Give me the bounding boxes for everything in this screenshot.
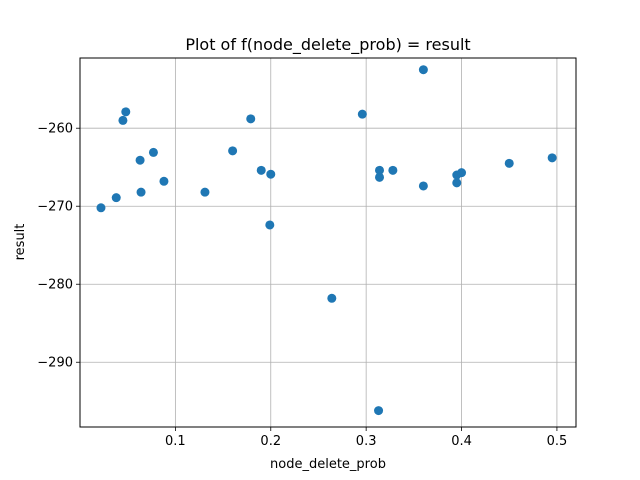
grid-lines: [80, 58, 576, 427]
chart-title: Plot of f(node_delete_prob) = result: [185, 35, 470, 55]
data-point: [111, 193, 121, 203]
x-tick-label: 0.3: [356, 434, 377, 449]
data-point: [375, 172, 385, 182]
y-tick-label: −290: [37, 356, 73, 371]
data-point: [228, 146, 238, 156]
y-axis-ticks: −290 −280 −270 −260: [37, 122, 80, 371]
plot-frame: [79, 57, 577, 428]
data-point: [327, 293, 337, 303]
data-point: [135, 155, 145, 165]
x-axis-label: node_delete_prob: [270, 457, 386, 472]
data-point: [357, 109, 367, 119]
data-points: [96, 65, 557, 416]
x-tick-label: 0.1: [165, 434, 186, 449]
data-point: [200, 187, 210, 197]
data-point: [121, 107, 131, 117]
data-point: [375, 165, 385, 175]
data-point: [547, 153, 557, 163]
data-point: [266, 169, 276, 179]
data-point: [246, 114, 256, 124]
y-tick-label: −280: [37, 278, 73, 293]
data-point: [256, 165, 266, 175]
data-point: [457, 168, 467, 178]
y-axis-label: result: [13, 224, 28, 261]
data-point: [418, 65, 428, 75]
y-tick-label: −260: [37, 122, 73, 137]
x-tick-label: 0.5: [547, 434, 568, 449]
data-point: [418, 181, 428, 191]
data-point: [388, 165, 398, 175]
x-tick-label: 0.2: [260, 434, 281, 449]
data-point: [118, 115, 128, 125]
y-tick-label: −270: [37, 200, 73, 215]
x-tick-label: 0.4: [451, 434, 472, 449]
x-axis-ticks: 0.1 0.2 0.3 0.4 0.5: [165, 427, 567, 449]
data-point: [265, 220, 275, 230]
data-point: [452, 178, 462, 188]
data-point: [136, 187, 146, 197]
data-point: [148, 147, 158, 157]
data-point: [504, 158, 514, 168]
data-point: [159, 176, 169, 186]
data-point: [374, 406, 384, 416]
data-point: [96, 203, 106, 213]
